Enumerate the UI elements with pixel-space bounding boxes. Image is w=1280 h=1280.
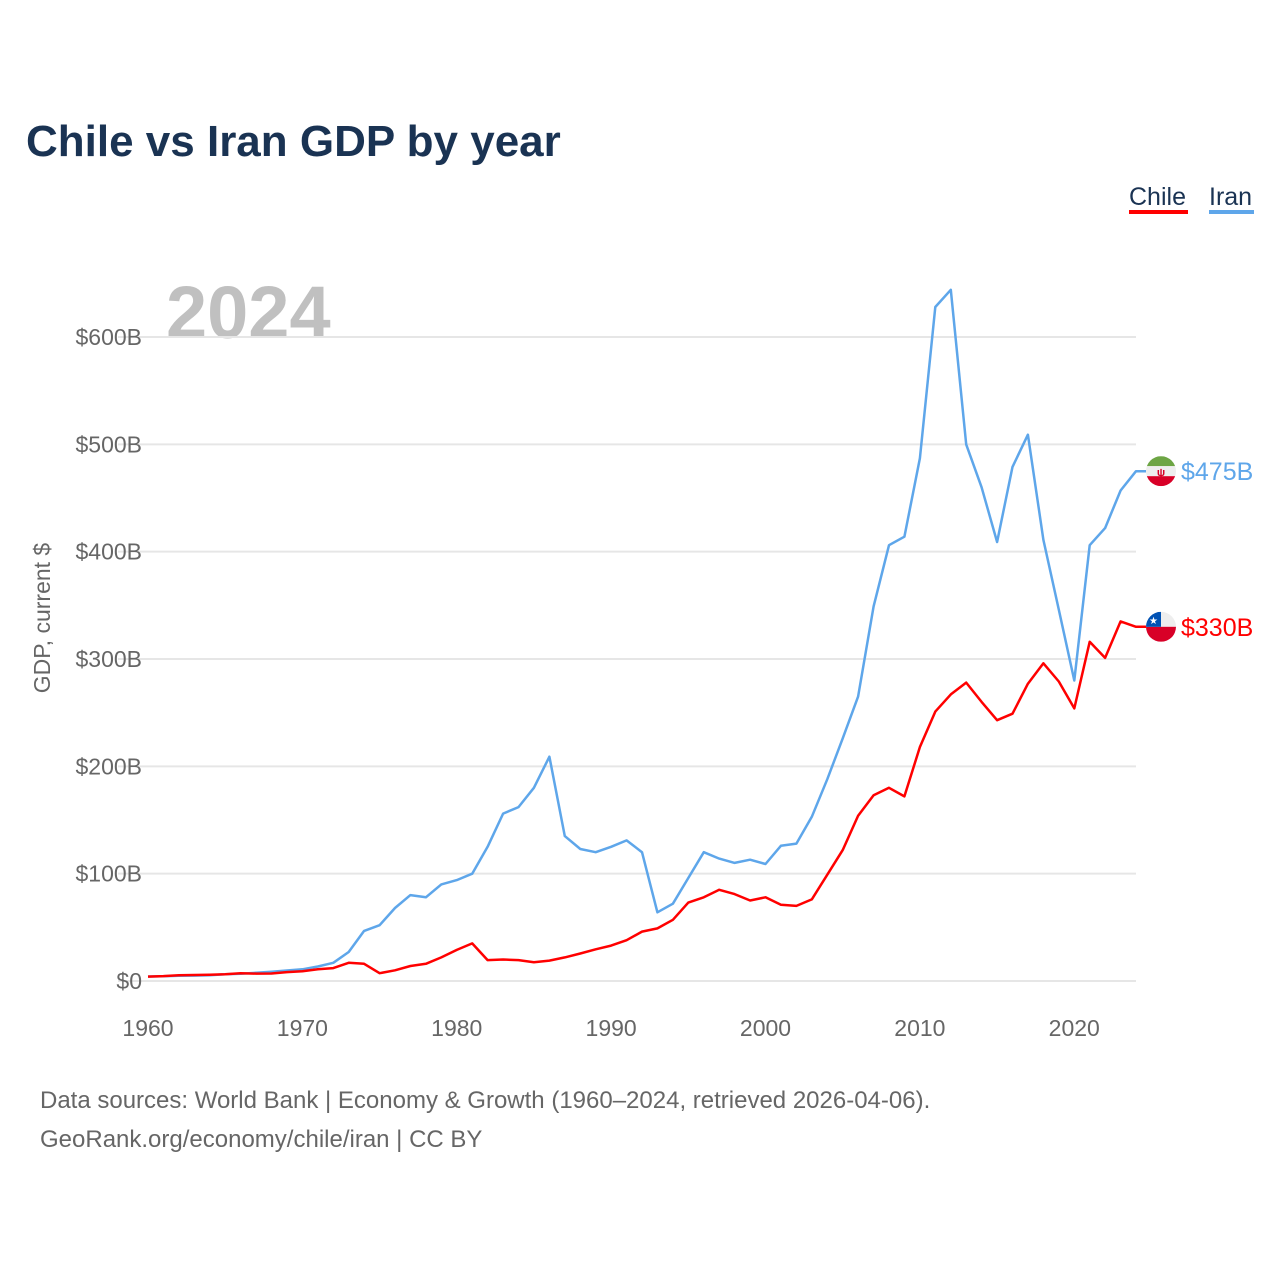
y-tick-label: $300B: [75, 646, 142, 672]
x-axis-ticks: 1960 1970 1980 1990 2000 2010 2020: [122, 1015, 1099, 1041]
series-line-chile[interactable]: [147, 620, 1146, 978]
y-tick-label: $600B: [75, 324, 142, 350]
end-value-label-chile: $330B: [1181, 614, 1253, 642]
x-tick-label: 2000: [740, 1015, 791, 1041]
y-tick-label: $100B: [75, 861, 142, 887]
legend-swatch-chile: [1129, 210, 1188, 214]
x-tick-label: 2020: [1049, 1015, 1100, 1041]
svg-text:ψ: ψ: [1157, 467, 1165, 479]
series-line-iran[interactable]: [147, 288, 1146, 978]
legend-item-iran[interactable]: Iran: [1209, 183, 1254, 214]
footer-link[interactable]: GeoRank.org/economy/chile/iran | CC BY: [40, 1126, 482, 1153]
y-axis-label: GDP, current $: [29, 543, 55, 694]
legend-label-iran[interactable]: Iran: [1209, 183, 1252, 211]
chart-title: Chile vs Iran GDP by year: [26, 117, 561, 166]
current-year-label: 2024: [166, 271, 331, 354]
legend-item-chile[interactable]: Chile: [1129, 183, 1188, 214]
legend: Chile Iran: [1129, 183, 1254, 214]
x-tick-label: 1990: [586, 1015, 637, 1041]
end-labels: ψ $475B ★ $330B: [1146, 456, 1253, 642]
y-tick-label: $500B: [75, 431, 142, 457]
footer-sources: Data sources: World Bank | Economy & Gro…: [40, 1087, 930, 1114]
y-axis-ticks: $0 $100B $200B $300B $400B $500B $600B: [75, 324, 142, 994]
end-value-label-iran: $475B: [1181, 458, 1253, 486]
gridlines: [118, 336, 1136, 982]
y-tick-label: $400B: [75, 539, 142, 565]
series-lines: [147, 288, 1146, 978]
x-tick-label: 2010: [894, 1015, 945, 1041]
x-tick-label: 1970: [277, 1015, 328, 1041]
svg-text:★: ★: [1149, 616, 1158, 627]
x-tick-label: 1980: [431, 1015, 482, 1041]
legend-swatch-iran: [1209, 210, 1254, 214]
x-tick-label: 1960: [122, 1015, 173, 1041]
chile-flag-icon: ★: [1146, 611, 1176, 642]
y-tick-label: $200B: [75, 753, 142, 779]
y-tick-label: $0: [116, 968, 142, 994]
iran-flag-icon: ψ: [1146, 456, 1176, 487]
legend-label-chile[interactable]: Chile: [1129, 183, 1186, 211]
